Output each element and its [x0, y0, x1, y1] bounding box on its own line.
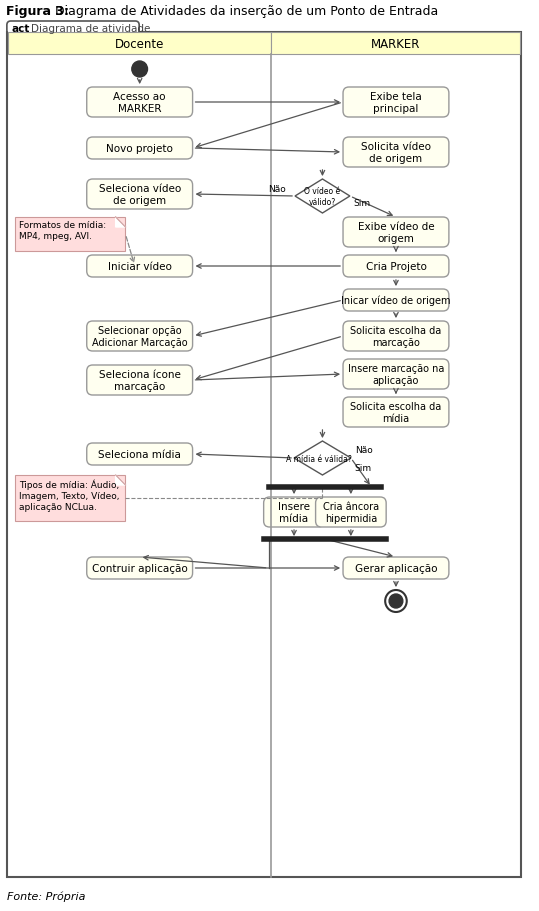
Text: Gerar aplicação: Gerar aplicação	[355, 563, 437, 573]
Text: Fonte: Própria: Fonte: Própria	[7, 891, 85, 902]
FancyBboxPatch shape	[87, 558, 192, 579]
Text: O vídeo é
válido?: O vídeo é válido?	[305, 187, 341, 207]
FancyBboxPatch shape	[343, 218, 449, 248]
Text: Diagrama de atividade: Diagrama de atividade	[31, 24, 151, 34]
Text: Cria Projeto: Cria Projeto	[365, 261, 426, 271]
Circle shape	[385, 590, 407, 612]
FancyBboxPatch shape	[7, 22, 139, 35]
Circle shape	[132, 62, 148, 78]
Text: Inicar vídeo de origem: Inicar vídeo de origem	[341, 295, 451, 306]
Text: Figura 3:: Figura 3:	[6, 5, 69, 18]
FancyBboxPatch shape	[343, 322, 449, 352]
Text: Não: Não	[355, 445, 372, 454]
FancyBboxPatch shape	[343, 397, 449, 427]
Text: Diagrama de Atividades da inserção de um Ponto de Entrada: Diagrama de Atividades da inserção de um…	[47, 5, 438, 18]
Text: act: act	[12, 24, 30, 34]
Polygon shape	[294, 442, 351, 476]
Text: Cria âncora
hipermidia: Cria âncora hipermidia	[323, 501, 379, 524]
FancyBboxPatch shape	[316, 497, 386, 527]
Polygon shape	[295, 179, 350, 214]
FancyBboxPatch shape	[87, 365, 192, 395]
Polygon shape	[116, 218, 126, 228]
Text: MARKER: MARKER	[371, 37, 420, 50]
Bar	[15, 218, 126, 251]
Text: A mídia é válida?: A mídia é válida?	[286, 454, 351, 463]
Text: Selecionar opção
Adicionar Marcação: Selecionar opção Adicionar Marcação	[92, 325, 188, 348]
FancyBboxPatch shape	[343, 87, 449, 118]
Text: Iniciar vídeo: Iniciar vídeo	[108, 261, 171, 271]
FancyBboxPatch shape	[343, 138, 449, 168]
Text: Docente: Docente	[115, 37, 164, 50]
Text: Seleciona mídia: Seleciona mídia	[98, 449, 181, 459]
Text: Solicita escolha da
mídia: Solicita escolha da mídia	[350, 402, 441, 424]
Text: Seleciona vídeo
de origem: Seleciona vídeo de origem	[99, 184, 181, 206]
Text: Acesso ao
MARKER: Acesso ao MARKER	[113, 92, 166, 114]
FancyBboxPatch shape	[87, 87, 192, 118]
Circle shape	[389, 594, 403, 609]
Text: Seleciona ícone
marcação: Seleciona ícone marcação	[99, 370, 181, 392]
FancyBboxPatch shape	[87, 444, 192, 466]
Polygon shape	[116, 476, 126, 486]
Text: Exibe vídeo de
origem: Exibe vídeo de origem	[358, 221, 434, 244]
FancyBboxPatch shape	[87, 322, 192, 352]
Bar	[272, 33, 521, 55]
Text: Insere marcação na
aplicação: Insere marcação na aplicação	[348, 363, 444, 385]
FancyBboxPatch shape	[343, 558, 449, 579]
FancyBboxPatch shape	[87, 138, 192, 159]
Text: Sim: Sim	[354, 199, 371, 208]
FancyBboxPatch shape	[87, 256, 192, 278]
Text: Insere
mídia: Insere mídia	[278, 501, 310, 524]
FancyBboxPatch shape	[343, 290, 449, 312]
Text: Novo projeto: Novo projeto	[106, 144, 173, 154]
Text: Contruir aplicação: Contruir aplicação	[92, 563, 188, 573]
Text: Tipos de mídia: Áudio,
Imagem, Texto, Vídeo,
aplicação NCLua.: Tipos de mídia: Áudio, Imagem, Texto, Ví…	[19, 478, 119, 511]
Text: Sim: Sim	[355, 463, 372, 472]
Text: Não: Não	[268, 184, 286, 193]
Text: Exibe tela
principal: Exibe tela principal	[370, 92, 422, 114]
FancyBboxPatch shape	[264, 497, 324, 527]
FancyBboxPatch shape	[87, 179, 192, 210]
Text: Formatos de mídia:
MP4, mpeg, AVI.: Formatos de mídia: MP4, mpeg, AVI.	[19, 220, 106, 241]
FancyBboxPatch shape	[343, 360, 449, 390]
Bar	[15, 476, 126, 521]
Text: Solicita vídeo
de origem: Solicita vídeo de origem	[361, 142, 431, 164]
FancyBboxPatch shape	[343, 256, 449, 278]
Bar	[8, 33, 272, 55]
Text: Solicita escolha da
marcação: Solicita escolha da marcação	[350, 325, 441, 348]
